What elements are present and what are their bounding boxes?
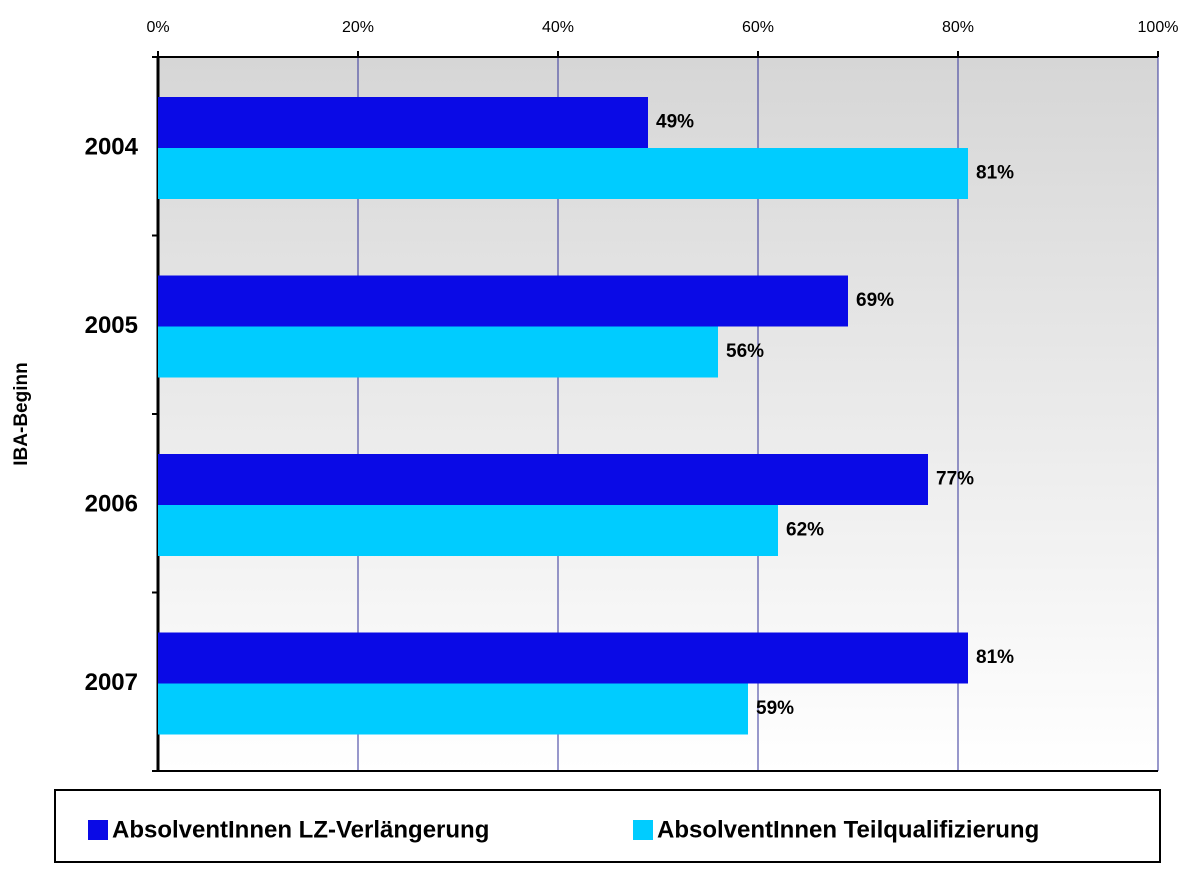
legend-label: AbsolventInnen Teilqualifizierung [657, 816, 1039, 843]
y-tick-label: 2004 [85, 133, 139, 160]
legend-swatch [633, 820, 653, 840]
x-tick-label: 100% [1138, 19, 1179, 36]
data-label: 77% [936, 469, 974, 490]
x-tick-label: 40% [542, 19, 574, 36]
data-label: 49% [656, 112, 694, 133]
y-tick-label: 2005 [85, 312, 138, 339]
bar [158, 97, 648, 148]
bar [158, 326, 718, 378]
data-label: 69% [856, 290, 894, 311]
data-label: 56% [726, 341, 764, 362]
y-tick-label: 2006 [85, 490, 138, 517]
x-tick-label: 20% [342, 19, 374, 36]
data-label: 81% [976, 163, 1014, 184]
bar [158, 148, 968, 199]
data-label: 59% [756, 698, 794, 719]
y-axis-label: IBA-Beginn [11, 362, 32, 465]
legend-label: AbsolventInnen LZ-Verlängerung [112, 816, 489, 843]
legend-swatch [88, 820, 108, 840]
legend-box [54, 789, 1161, 863]
bar [158, 505, 778, 556]
x-tick-label: 0% [146, 19, 169, 36]
x-tick-label: 60% [742, 19, 774, 36]
bar [158, 683, 748, 735]
bar [158, 632, 968, 684]
data-label: 81% [976, 647, 1014, 668]
x-tick-label: 80% [942, 19, 974, 36]
y-tick-label: 2007 [85, 669, 138, 696]
data-label: 62% [786, 520, 824, 541]
bar [158, 454, 928, 505]
bar [158, 275, 848, 327]
